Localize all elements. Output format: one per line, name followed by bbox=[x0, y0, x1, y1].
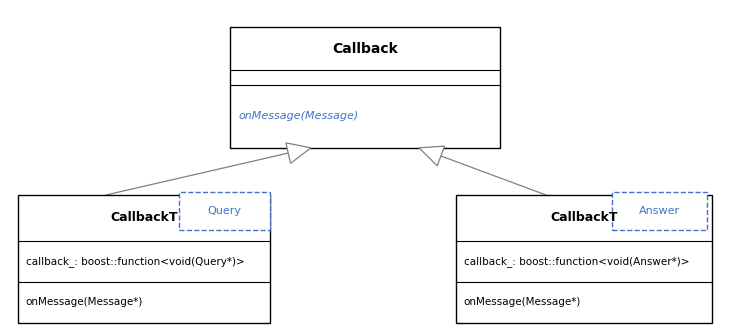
Bar bbox=[18, 195, 270, 323]
Text: CallbackT: CallbackT bbox=[110, 211, 178, 224]
Bar bbox=[612, 192, 707, 230]
Text: callback_: boost::function<void(Answer*)>: callback_: boost::function<void(Answer*)… bbox=[464, 256, 689, 267]
Polygon shape bbox=[419, 146, 445, 166]
Bar bbox=[456, 195, 712, 323]
Text: Callback: Callback bbox=[332, 42, 398, 56]
Polygon shape bbox=[286, 143, 311, 163]
Bar bbox=[179, 192, 270, 230]
Bar bbox=[230, 27, 500, 148]
Text: callback_: boost::function<void(Query*)>: callback_: boost::function<void(Query*)> bbox=[26, 256, 245, 267]
Text: Query: Query bbox=[207, 206, 242, 216]
Text: onMessage(Message*): onMessage(Message*) bbox=[464, 297, 581, 307]
Text: onMessage(Message): onMessage(Message) bbox=[239, 112, 359, 121]
Text: CallbackT: CallbackT bbox=[550, 211, 618, 224]
Text: onMessage(Message*): onMessage(Message*) bbox=[26, 297, 143, 307]
Text: Answer: Answer bbox=[639, 206, 680, 216]
